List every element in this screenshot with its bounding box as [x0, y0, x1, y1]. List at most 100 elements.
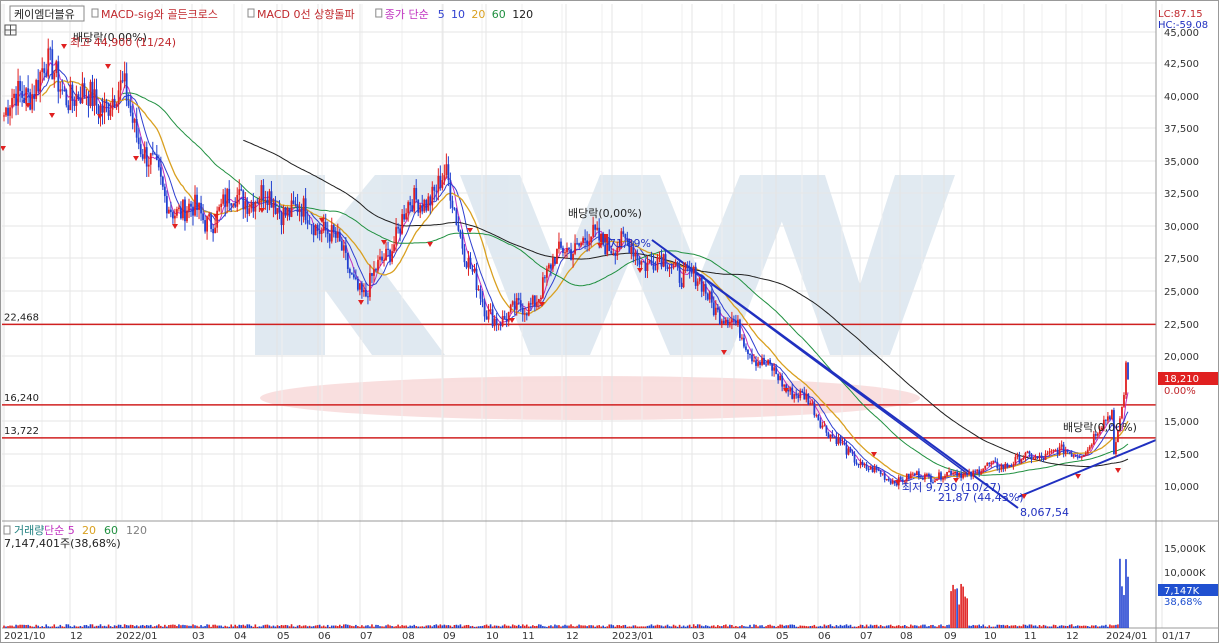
volume-bar [815, 626, 818, 628]
candle-body [580, 242, 582, 246]
volume-bar [747, 626, 749, 628]
candle-body [763, 358, 765, 365]
candle-body [246, 201, 249, 214]
volume-bar [35, 624, 37, 628]
candle-body [626, 238, 629, 241]
volume-bar [429, 625, 432, 628]
volume-bar [278, 625, 281, 628]
y-tick-label: 10,000 [1164, 482, 1199, 493]
uptrend-line[interactable] [1017, 439, 1157, 498]
candle-body [250, 202, 253, 209]
candle-body [212, 228, 215, 234]
volume-bar [638, 626, 641, 628]
volume-bar [948, 624, 950, 628]
candle-body [190, 203, 192, 207]
candle-body [548, 264, 550, 269]
volume-bar [578, 624, 580, 628]
volume-bar [463, 625, 466, 628]
volume-bar [206, 624, 208, 628]
candle-body [208, 214, 210, 217]
candle-body [485, 316, 488, 320]
candle-body [865, 464, 868, 470]
candle-body [604, 244, 607, 255]
candle-body [61, 89, 64, 91]
candle-body [121, 80, 124, 82]
candle-body [13, 93, 15, 99]
candle-body [1062, 444, 1065, 454]
volume-bar [107, 624, 110, 628]
volume-bar [158, 624, 160, 628]
decline-label: -71,89% [605, 237, 651, 250]
candle-body [670, 267, 673, 269]
downtrend-channel-line[interactable] [651, 239, 969, 475]
volume-bar [119, 624, 122, 628]
ticker-box[interactable] [9, 5, 85, 22]
volume-bar [972, 624, 974, 628]
candle-body [541, 277, 544, 298]
candle-body [696, 281, 699, 286]
candle-body [1125, 362, 1127, 395]
volume-bar [160, 625, 162, 628]
volume-bar [294, 626, 297, 628]
candle-body [646, 262, 649, 271]
indicator-checkbox[interactable] [91, 8, 99, 18]
volume-bar [982, 624, 985, 628]
volume-bar [523, 625, 526, 628]
candle-body [407, 202, 410, 214]
candle-body [1121, 406, 1123, 419]
candle-body [59, 89, 62, 92]
indicator-checkbox[interactable] [247, 8, 255, 18]
candle-body [690, 269, 693, 274]
volume-bar [1066, 625, 1069, 628]
volume-bar [306, 626, 309, 628]
candle-body [761, 358, 763, 365]
candle-body [1020, 458, 1023, 463]
volume-checkbox[interactable] [3, 525, 11, 535]
candle-body [1086, 449, 1089, 454]
candle-body [435, 190, 438, 192]
volume-bar [620, 625, 623, 628]
candle-body [982, 468, 985, 472]
volume-bar [694, 625, 697, 628]
candle-body [936, 479, 938, 481]
volume-bar [310, 626, 313, 628]
candle-body [628, 240, 631, 254]
candle-body [131, 112, 134, 123]
candle-body [115, 104, 118, 107]
volume-bar [803, 625, 806, 628]
volume-bar [507, 625, 510, 628]
indicator-checkbox[interactable] [375, 8, 383, 18]
volume-bar [879, 624, 882, 628]
candle-body [182, 199, 184, 219]
volume-bar [357, 626, 359, 628]
volume-bar [994, 626, 997, 628]
volume-bar [962, 586, 964, 628]
candle-body [163, 186, 166, 197]
volume-bar [688, 624, 691, 628]
volume-bar [690, 626, 693, 628]
y-tick-label: 30,000 [1164, 222, 1199, 233]
volume-bar [210, 626, 212, 628]
indicator-legend-item: 10 [451, 8, 465, 21]
candle-body [769, 360, 771, 365]
volume-bar [751, 626, 753, 628]
dividend-label-1: 배당락(0.00%) [73, 31, 147, 44]
candle-body [1006, 463, 1009, 468]
volume-bar [757, 626, 759, 628]
candle-body [296, 204, 299, 213]
signal-marker [61, 44, 67, 49]
candle-body [970, 471, 973, 477]
candle-body [1014, 456, 1017, 465]
candle-body [1004, 463, 1007, 469]
candle-body [545, 268, 548, 278]
volume-bar [1103, 625, 1105, 628]
candle-body [332, 225, 335, 232]
candle-body [1050, 450, 1053, 452]
volume-bar [598, 625, 600, 628]
volume-bar [749, 624, 751, 628]
candle-body [855, 462, 858, 465]
volume-bar [17, 625, 19, 628]
volume-bar [867, 626, 870, 628]
candle-body [467, 257, 470, 268]
volume-bar [538, 624, 540, 628]
